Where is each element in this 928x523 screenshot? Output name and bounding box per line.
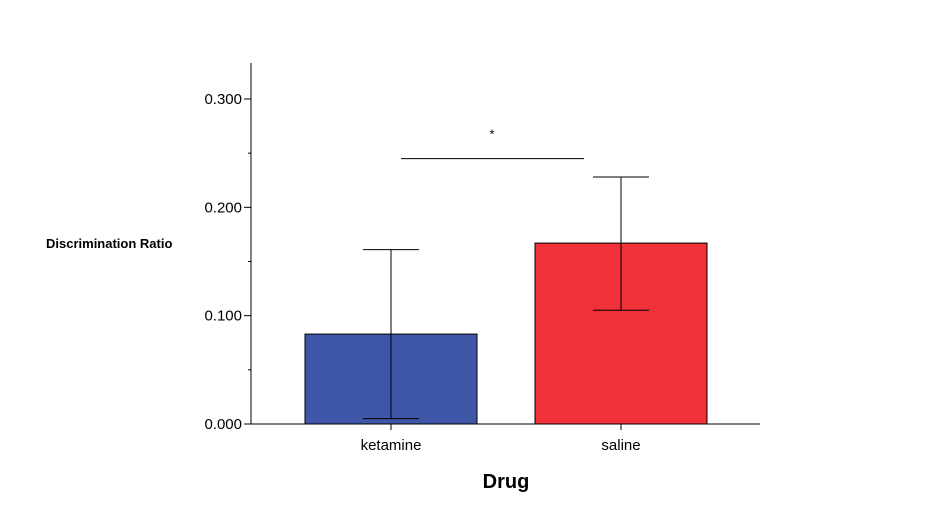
y-tick-label: 0.300	[204, 91, 242, 108]
significance-marker: *	[489, 127, 494, 142]
y-axis-label: Discrimination Ratio	[46, 236, 172, 251]
y-tick-label: 0.100	[204, 308, 242, 325]
x-tick-label-ketamine: ketamine	[361, 437, 422, 454]
x-tick-label-saline: saline	[601, 437, 640, 454]
x-axis-label: Drug	[483, 471, 530, 493]
y-tick-label: 0.200	[204, 199, 242, 216]
plot-area: 0.000 0.100 0.200 0.300 ketamine saline *	[204, 63, 760, 454]
y-tick-label: 0.000	[204, 416, 242, 433]
